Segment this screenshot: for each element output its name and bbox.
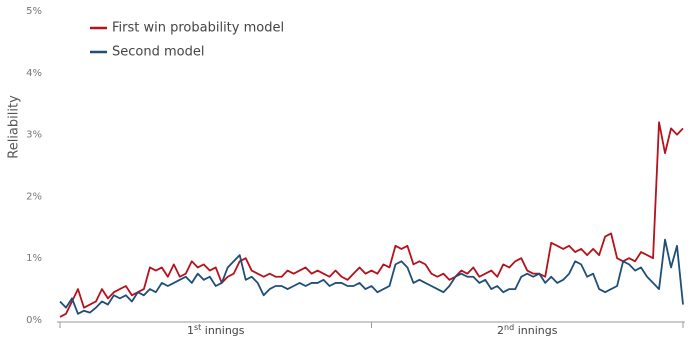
- section-number: 1: [187, 324, 194, 337]
- y-tick-label: 1%: [26, 253, 42, 264]
- y-tick-label: 2%: [26, 191, 42, 202]
- y-axis-label: Reliability: [7, 95, 22, 159]
- y-tick-label: 3%: [26, 130, 42, 141]
- legend-label: First win probability model: [112, 21, 284, 36]
- series-line: [59, 238, 684, 315]
- section-label: 2nd innings: [497, 323, 558, 338]
- section-label: 1st innings: [187, 323, 245, 338]
- section-suffix: nd: [504, 323, 514, 332]
- section-text: innings: [514, 324, 558, 337]
- section-text: innings: [201, 324, 245, 337]
- legend-label: Second model: [112, 45, 204, 60]
- y-tick-label: 4%: [26, 68, 42, 79]
- section-suffix: st: [194, 323, 201, 332]
- section-number: 2: [497, 324, 504, 337]
- series-line: [59, 121, 684, 318]
- y-tick-label: 5%: [26, 6, 42, 17]
- y-tick-label: 0%: [26, 315, 42, 326]
